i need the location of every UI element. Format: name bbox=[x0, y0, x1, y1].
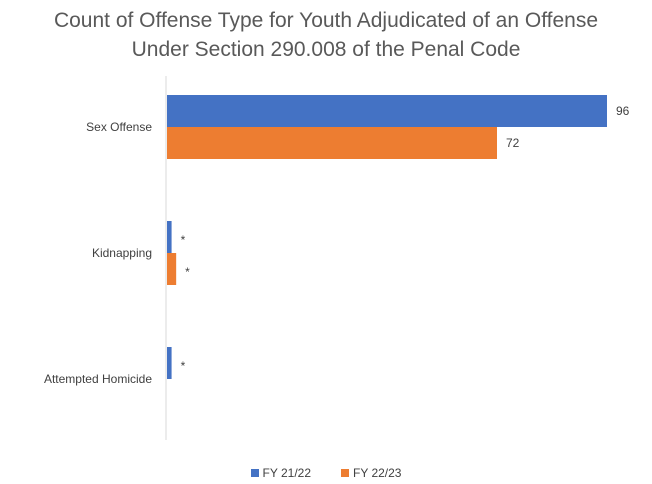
data-label: * bbox=[181, 359, 186, 373]
category-label: Kidnapping bbox=[92, 246, 152, 260]
plot-area: Sex Offense 96 72 Kidnapping * * Attempted Hom… bbox=[44, 76, 630, 440]
data-label: 72 bbox=[506, 136, 520, 150]
category-label: Sex Offense bbox=[86, 120, 152, 134]
legend-item-fy-22-23: FY 22/23 bbox=[341, 466, 401, 480]
legend-item-fy-21-22: FY 21/22 bbox=[250, 466, 311, 480]
legend-swatch-fy-22-23 bbox=[341, 469, 349, 477]
data-label: * bbox=[181, 233, 186, 247]
legend-swatch-fy-21-22 bbox=[250, 469, 259, 477]
chart-title: Count of Offense Type for Youth Adjudica… bbox=[0, 6, 652, 64]
data-label: 96 bbox=[616, 104, 630, 118]
bar bbox=[167, 127, 497, 159]
legend-label-fy-22-23: FY 22/23 bbox=[353, 466, 402, 480]
chart-title-line-1: Count of Offense Type for Youth Adjudica… bbox=[53, 9, 599, 32]
bar bbox=[167, 95, 607, 127]
legend: FY 21/22 FY 22/23 bbox=[0, 466, 652, 480]
bar bbox=[167, 253, 177, 285]
legend-label-fy-21-22: FY 21/22 bbox=[262, 466, 311, 480]
data-label: * bbox=[185, 265, 190, 279]
category-label: Attempted Homicide bbox=[44, 372, 152, 386]
bar bbox=[167, 221, 172, 253]
chart-title-line-2: Under Section 290.008 of the Penal Code bbox=[131, 38, 521, 61]
bar bbox=[167, 347, 172, 379]
